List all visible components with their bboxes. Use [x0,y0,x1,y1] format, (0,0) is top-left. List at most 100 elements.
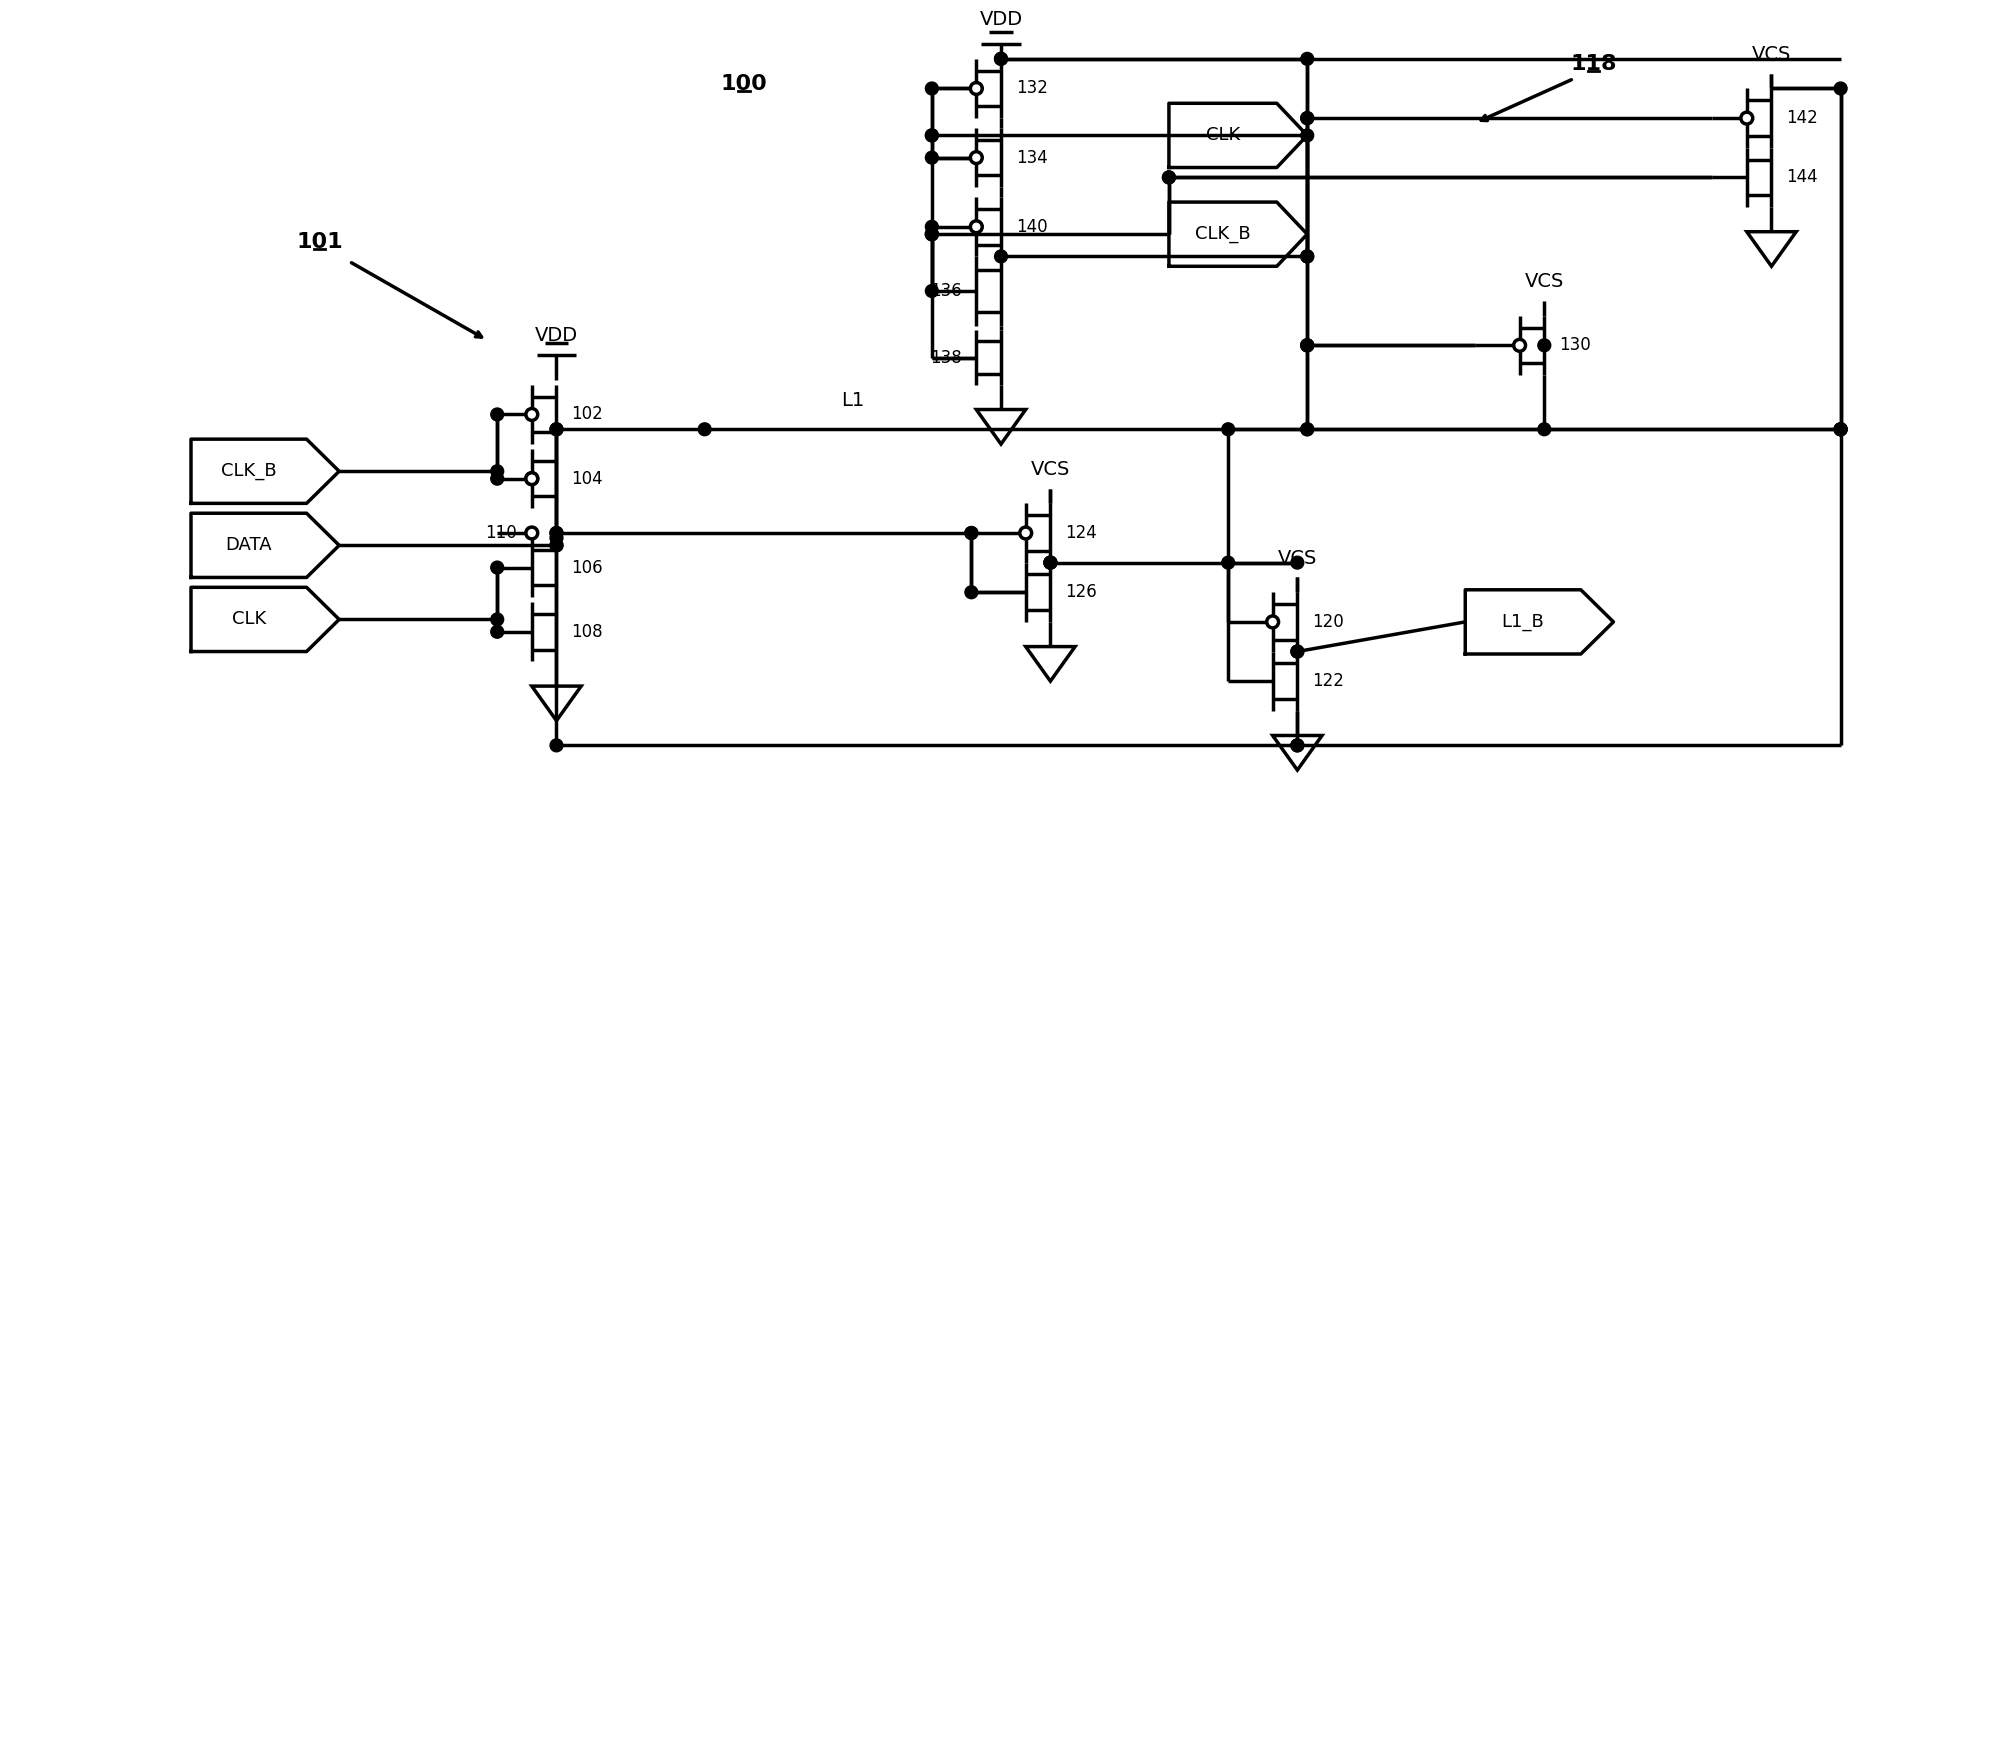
Text: 140: 140 [1015,217,1047,236]
Text: 101: 101 [296,231,342,252]
Text: VCS: VCS [1752,46,1792,63]
Circle shape [1301,130,1313,142]
Circle shape [527,408,539,420]
Circle shape [1043,556,1057,569]
Circle shape [925,220,939,233]
Circle shape [551,738,563,752]
Text: 106: 106 [571,558,603,576]
Text: 144: 144 [1786,168,1818,187]
Text: VCS: VCS [1031,460,1071,480]
Polygon shape [190,439,338,504]
Text: VDD: VDD [979,10,1023,30]
Circle shape [1301,112,1313,124]
Circle shape [1834,424,1848,436]
Circle shape [1221,556,1235,569]
Circle shape [971,82,983,94]
Circle shape [1291,646,1303,658]
Text: 124: 124 [1065,523,1097,542]
Text: VCS: VCS [1526,271,1564,290]
Circle shape [551,539,563,551]
Circle shape [1019,527,1031,539]
Circle shape [925,130,939,142]
Circle shape [551,424,563,436]
Text: 142: 142 [1786,108,1818,128]
Text: CLK_B: CLK_B [220,462,276,480]
Text: 130: 130 [1560,336,1592,354]
Circle shape [1221,424,1235,436]
Circle shape [1301,250,1313,262]
Text: CLK: CLK [1205,126,1239,145]
Circle shape [1742,112,1752,124]
Circle shape [1043,556,1057,569]
Text: 110: 110 [484,523,517,542]
Circle shape [551,527,563,539]
Text: VCS: VCS [1277,548,1317,567]
Text: 122: 122 [1311,672,1343,690]
Circle shape [965,527,977,539]
Circle shape [1301,424,1313,436]
Circle shape [925,228,939,240]
Circle shape [1301,424,1313,436]
Text: 126: 126 [1065,583,1097,602]
Circle shape [995,52,1007,65]
Circle shape [1301,340,1313,352]
Circle shape [1163,172,1175,184]
Circle shape [1267,616,1279,628]
Text: 134: 134 [1015,149,1047,166]
Circle shape [995,52,1007,65]
Circle shape [971,152,983,163]
Circle shape [1301,112,1313,124]
Text: 100: 100 [721,74,767,93]
Circle shape [1834,424,1848,436]
Circle shape [490,473,505,485]
Text: 136: 136 [929,282,961,299]
Circle shape [925,228,939,240]
Circle shape [551,527,563,539]
Circle shape [490,408,505,422]
Polygon shape [190,513,338,578]
Polygon shape [190,588,338,651]
Polygon shape [1169,103,1307,168]
Circle shape [527,527,539,539]
Circle shape [699,424,711,436]
Text: 132: 132 [1015,79,1047,98]
Circle shape [490,612,505,626]
Circle shape [1834,82,1848,94]
Circle shape [965,586,977,598]
Text: 120: 120 [1311,612,1343,632]
Circle shape [1291,646,1303,658]
Circle shape [925,285,939,298]
Circle shape [925,130,939,142]
Text: DATA: DATA [226,536,272,555]
Circle shape [925,82,939,94]
Circle shape [925,228,939,240]
Circle shape [1538,340,1552,352]
Text: L1: L1 [841,390,865,410]
Polygon shape [1169,201,1307,266]
Circle shape [527,473,539,485]
Text: CLK: CLK [232,611,266,628]
Circle shape [1291,738,1303,752]
Text: 104: 104 [571,469,603,488]
Circle shape [1538,424,1552,436]
Circle shape [551,539,563,551]
Circle shape [490,562,505,574]
Circle shape [965,527,977,539]
Circle shape [551,424,563,436]
Circle shape [1301,340,1313,352]
Circle shape [1291,556,1303,569]
Text: 108: 108 [571,623,603,640]
Text: CLK_B: CLK_B [1195,226,1251,243]
Circle shape [1514,340,1526,352]
Circle shape [1043,556,1057,569]
Circle shape [1301,250,1313,262]
Circle shape [925,150,939,164]
Circle shape [1163,172,1175,184]
Polygon shape [1465,590,1614,654]
Circle shape [551,532,563,544]
Circle shape [995,250,1007,262]
Circle shape [490,466,505,478]
Text: VDD: VDD [535,326,579,345]
Circle shape [1291,738,1303,752]
Circle shape [527,473,539,485]
